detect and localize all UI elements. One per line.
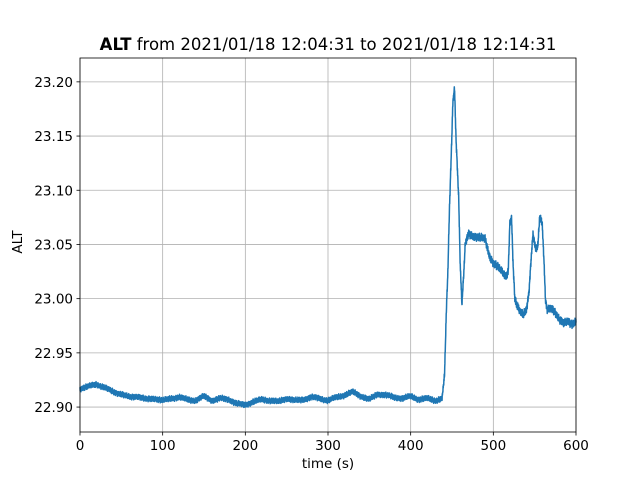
y-tick-label: 23.10: [34, 183, 73, 199]
grid: [79, 58, 577, 432]
y-tick-label: 23.20: [34, 75, 73, 91]
chart-title-range: from 2021/01/18 12:04:31 to 2021/01/18 1…: [131, 35, 556, 54]
series-line-0: [79, 86, 577, 409]
y-tick-label: 23.05: [34, 237, 73, 253]
series-layer: [79, 86, 577, 409]
y-axis-ticks: 22.90 22.95 23.00 23.05 23.10 23.15 23.20: [34, 75, 80, 416]
x-tick-label: 300: [315, 438, 341, 454]
y-tick-label: 23.15: [34, 129, 73, 145]
y-tick-label: 23.00: [34, 292, 73, 308]
x-tick-label: 400: [398, 438, 424, 454]
chart-title-variable: ALT: [100, 35, 133, 54]
y-axis-label: ALT: [10, 230, 26, 254]
y-tick-label: 22.90: [34, 400, 73, 416]
x-tick-label: 500: [480, 438, 506, 454]
chart-title: ALT from 2021/01/18 12:04:31 to 2021/01/…: [100, 35, 557, 54]
x-tick-label: 600: [563, 438, 589, 454]
x-axis-label: time (s): [302, 456, 354, 472]
y-tick-label: 22.95: [34, 346, 73, 362]
x-axis-ticks: 0 100 200 300 400 500 600: [76, 432, 589, 454]
x-tick-label: 200: [232, 438, 258, 454]
x-tick-label: 100: [150, 438, 176, 454]
x-tick-label: 0: [76, 438, 85, 454]
